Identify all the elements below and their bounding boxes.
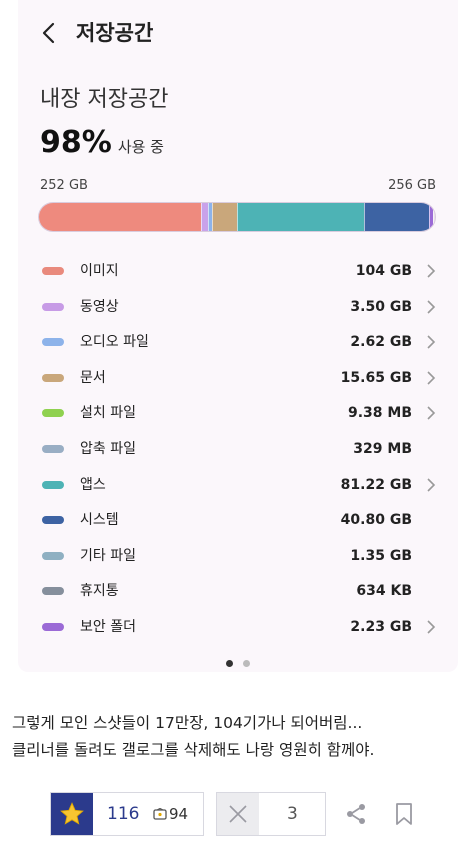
usage-summary: 98% 사용 중 [40, 124, 164, 164]
chevron-right-icon [426, 334, 436, 350]
category-size: 40.80 GB [341, 511, 412, 529]
category-color-dot [42, 552, 64, 560]
category-color-dot [42, 409, 64, 417]
category-list: 이미지 104 GB 동영상 3.50 GB 오디오 파일 2.62 GB 문서 15.65 … [18, 254, 458, 646]
sub-count: 94 [169, 805, 188, 823]
category-label: 설치 파일 [80, 404, 136, 422]
category-label: 동영상 [80, 298, 119, 316]
category-size: 9.38 MB [348, 404, 412, 422]
category-size: 634 KB [356, 582, 412, 600]
storage-screen: 저장공간 내장 저장공간 98% 사용 중 252 GB 256 GB 이미지 10… [18, 0, 458, 672]
category-color-dot [42, 267, 64, 275]
category-label: 시스템 [80, 511, 119, 529]
category-color-dot [42, 374, 64, 382]
star-icon [59, 801, 85, 827]
category-label: 기타 파일 [80, 547, 136, 565]
category-row[interactable]: 보안 폴더 2.23 GB [18, 610, 458, 646]
bar-segment [433, 203, 435, 231]
category-color-dot [42, 338, 64, 346]
upvote-box: 116 94 [50, 792, 204, 836]
share-icon[interactable] [344, 802, 368, 826]
category-label: 압축 파일 [80, 440, 136, 458]
downvote-box: 3 [216, 792, 326, 836]
category-label: 휴지통 [80, 582, 119, 600]
category-row[interactable]: 앱스 81.22 GB [18, 468, 458, 504]
caption-line-1: 그렇게 모인 스샷들이 17만장, 104기가나 되어버림... [12, 710, 464, 737]
category-label: 이미지 [80, 262, 119, 280]
category-size: 3.50 GB [350, 298, 412, 316]
caption-line-2: 클리너를 돌려도 갤로그를 삭제해도 나랑 영원히 함께야. [12, 737, 464, 764]
category-color-dot [42, 445, 64, 453]
chevron-right-icon [426, 370, 436, 386]
total-capacity: 256 GB [388, 178, 436, 194]
close-icon [227, 803, 249, 825]
chevron-right-icon [426, 619, 436, 635]
post-actions: 116 94 3 [50, 792, 430, 836]
category-row[interactable]: 오디오 파일 2.62 GB [18, 325, 458, 361]
chevron-right-icon [426, 263, 436, 279]
category-row[interactable]: 설치 파일 9.38 MB [18, 396, 458, 432]
app-header: 저장공간 [18, 14, 458, 54]
page-dot[interactable] [243, 660, 250, 667]
category-row[interactable]: 문서 15.65 GB [18, 361, 458, 397]
back-arrow-icon[interactable] [38, 20, 60, 46]
category-label: 문서 [80, 369, 106, 387]
usage-percent: 98% [40, 125, 112, 160]
downvote-count: 3 [287, 804, 298, 824]
page-title: 저장공간 [76, 20, 153, 46]
upvote-button[interactable] [51, 793, 93, 835]
used-capacity: 252 GB [40, 178, 88, 194]
chevron-right-icon [426, 477, 436, 493]
page-dot[interactable] [226, 660, 233, 667]
fixed-nick-icon [153, 808, 167, 820]
category-color-dot [42, 623, 64, 631]
chevron-right-icon [426, 299, 436, 315]
category-color-dot [42, 587, 64, 595]
category-row: 휴지통 634 KB [18, 574, 458, 610]
category-row[interactable]: 동영상 3.50 GB [18, 290, 458, 326]
storage-usage-bar [38, 202, 436, 232]
category-row: 압축 파일 329 MB [18, 432, 458, 468]
category-row[interactable]: 이미지 104 GB [18, 254, 458, 290]
bar-segment [39, 203, 201, 231]
bar-segment [364, 203, 428, 231]
category-size: 2.62 GB [350, 333, 412, 351]
bar-segment [237, 203, 365, 231]
category-size: 15.65 GB [341, 369, 412, 387]
downvote-button[interactable] [217, 793, 259, 835]
category-size: 2.23 GB [350, 618, 412, 636]
category-color-dot [42, 303, 64, 311]
category-size: 104 GB [356, 262, 412, 280]
bar-segment [212, 203, 237, 231]
category-row: 시스템 40.80 GB [18, 503, 458, 539]
category-color-dot [42, 481, 64, 489]
bookmark-icon[interactable] [394, 802, 414, 826]
internal-storage-title: 내장 저장공간 [40, 86, 168, 114]
usage-label: 사용 중 [118, 138, 164, 156]
chevron-right-icon [426, 405, 436, 421]
category-color-dot [42, 516, 64, 524]
upvote-count: 116 [107, 804, 139, 824]
category-label: 오디오 파일 [80, 333, 149, 351]
page-indicator [18, 652, 458, 662]
category-label: 보안 폴더 [80, 618, 136, 636]
category-row: 기타 파일 1.35 GB [18, 539, 458, 575]
category-label: 앱스 [80, 476, 106, 494]
bar-segment [201, 203, 208, 231]
category-size: 329 MB [353, 440, 412, 458]
category-size: 81.22 GB [341, 476, 412, 494]
category-size: 1.35 GB [350, 547, 412, 565]
post-caption: 그렇게 모인 스샷들이 17만장, 104기가나 되어버림... 클리너를 돌려… [12, 710, 464, 764]
